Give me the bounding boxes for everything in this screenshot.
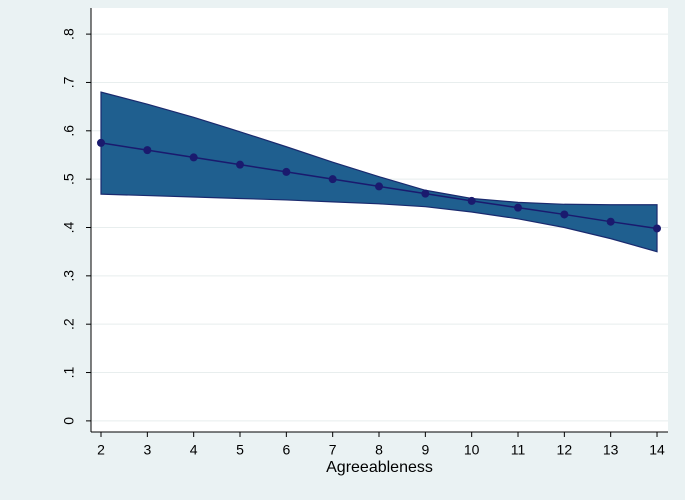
x-tick-label: 5 bbox=[236, 442, 244, 458]
data-point bbox=[236, 160, 245, 169]
x-tick-label: 11 bbox=[511, 442, 526, 458]
data-point bbox=[514, 203, 523, 212]
data-point bbox=[189, 153, 198, 162]
data-point bbox=[282, 167, 291, 176]
x-tick-label: 2 bbox=[97, 442, 105, 458]
x-tick-label: 12 bbox=[557, 442, 573, 458]
data-point bbox=[653, 224, 662, 233]
x-tick-label: 14 bbox=[649, 442, 665, 458]
x-axis-title: Agreeableness bbox=[326, 459, 433, 476]
y-tick-label: .2 bbox=[61, 318, 77, 330]
data-point bbox=[421, 189, 430, 198]
y-tick-label: .8 bbox=[61, 28, 77, 40]
y-tick-label: .1 bbox=[61, 366, 77, 378]
data-point bbox=[467, 196, 476, 205]
y-tick-label: .3 bbox=[61, 270, 77, 282]
y-tick-label: .7 bbox=[61, 76, 77, 88]
x-tick-label: 4 bbox=[190, 442, 198, 458]
y-tick-label: 0 bbox=[61, 417, 77, 425]
y-tick-label: .6 bbox=[61, 125, 77, 137]
data-point bbox=[606, 217, 615, 226]
x-tick-label: 9 bbox=[421, 442, 429, 458]
y-tick-label: .5 bbox=[61, 173, 77, 185]
x-tick-label: 7 bbox=[329, 442, 337, 458]
x-tick-label: 3 bbox=[143, 442, 151, 458]
data-point bbox=[560, 210, 569, 219]
x-tick-label: 13 bbox=[603, 442, 619, 458]
data-point bbox=[97, 138, 106, 147]
x-tick-label: 8 bbox=[375, 442, 383, 458]
data-point bbox=[375, 182, 384, 191]
data-point bbox=[328, 175, 337, 184]
x-tick-label: 10 bbox=[464, 442, 480, 458]
confidence-band bbox=[100, 91, 658, 253]
data-point bbox=[143, 146, 152, 155]
y-tick-label: .4 bbox=[61, 221, 77, 233]
x-tick-label: 6 bbox=[282, 442, 290, 458]
